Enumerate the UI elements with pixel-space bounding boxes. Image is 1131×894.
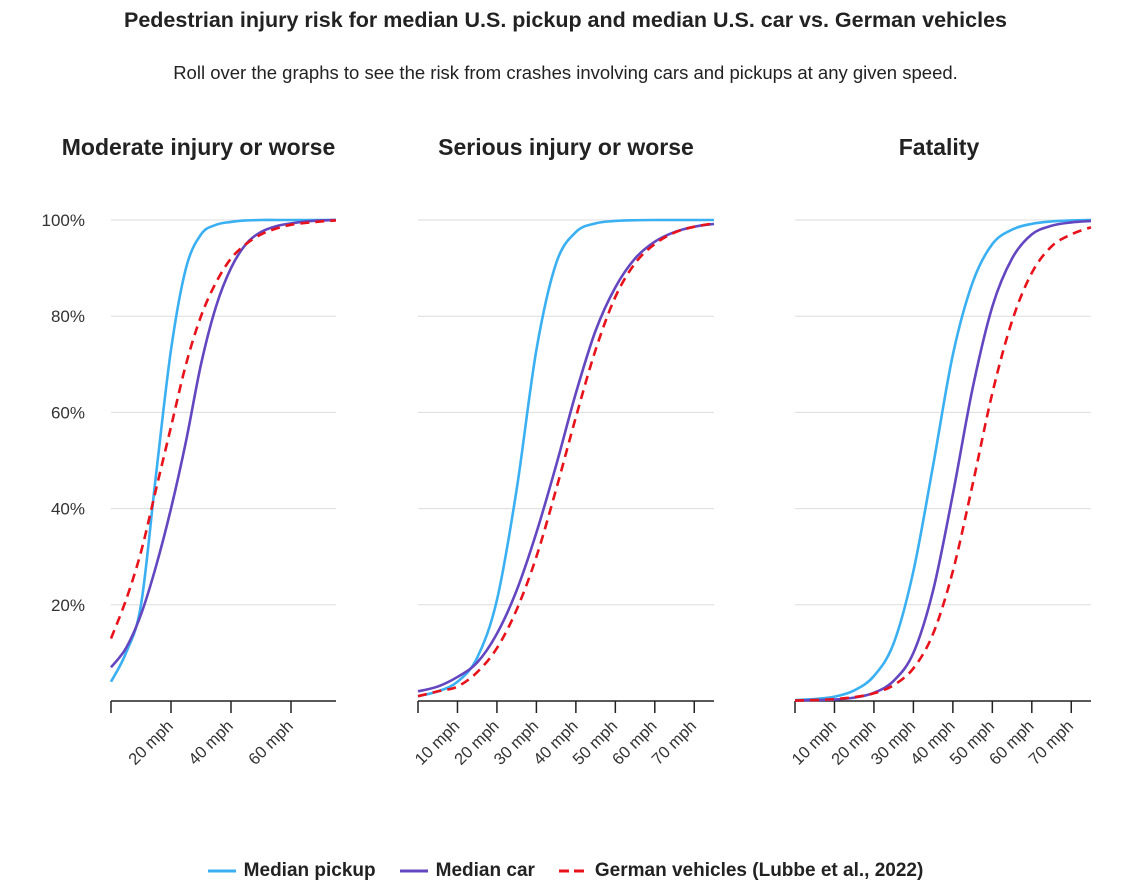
chart-subtitle: Roll over the graphs to see the risk fro… (173, 62, 958, 83)
y-tick-label: 60% (51, 403, 85, 422)
legend-swatch (207, 869, 236, 873)
series-line-car[interactable] (794, 219, 1092, 702)
series-line-german[interactable] (109, 219, 337, 639)
legend-label: Median car (435, 860, 535, 881)
series-line-pickup[interactable] (417, 218, 714, 698)
panel-title: Fatality (899, 134, 980, 160)
legend-label: Median pickup (243, 860, 376, 881)
x-tick-label: 60 mph (245, 717, 297, 769)
y-tick-label: 40% (51, 500, 85, 519)
series-line-german[interactable] (417, 222, 715, 698)
charts-canvas[interactable]: Moderate injury or worse 20% 40% 60% 80% 100%… (0, 0, 1131, 850)
series-line-car[interactable] (417, 222, 715, 693)
series-line-pickup[interactable] (794, 218, 1092, 702)
x-tick-label: 70 mph (648, 717, 700, 769)
panel-1[interactable]: Moderate injury or worse 20% 40% 60% 80% 100%… (42, 134, 337, 769)
x-tick-label: 20 mph (125, 717, 177, 769)
legend-item-car[interactable]: Median car (399, 860, 535, 882)
series-line-pickup[interactable] (109, 218, 336, 683)
legend-label: German vehicles (Lubbe et al., 2022) (594, 860, 924, 881)
legend-swatch (399, 869, 428, 873)
legend-item-pickup[interactable]: Median pickup (207, 860, 376, 882)
legend-swatch (558, 869, 587, 873)
legend-item-german[interactable]: German vehicles (Lubbe et al., 2022) (558, 860, 924, 882)
panel-title: Serious injury or worse (438, 134, 694, 160)
x-tick-label: 40 mph (185, 717, 237, 769)
y-tick-label: 100% (42, 211, 85, 230)
series-line-german[interactable] (794, 225, 1092, 702)
y-tick-label: 80% (51, 307, 85, 326)
legend: Median pickup Median car German vehicles (… (0, 860, 1131, 882)
series-line-car[interactable] (109, 218, 337, 669)
y-tick-label: 20% (51, 596, 85, 615)
x-tick-label: 70 mph (1025, 717, 1077, 769)
panel-title: Moderate injury or worse (62, 134, 336, 160)
chart-title: Pedestrian injury risk for median U.S. p… (123, 8, 1007, 32)
